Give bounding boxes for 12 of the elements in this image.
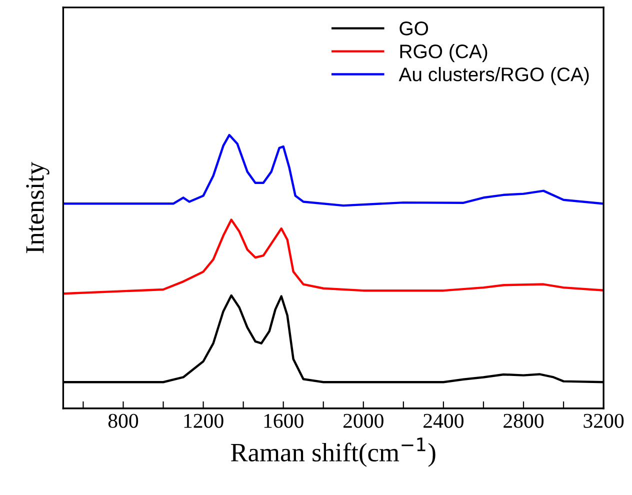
x-axis-title: Raman shift(cm$^{−1}$) (230, 438, 436, 467)
legend-label: GO (400, 22, 428, 36)
y-axis-title: Intensity (26, 162, 50, 254)
x-tick-label: 1200 (184, 414, 224, 428)
x-tick-label: 3200 (584, 414, 624, 428)
legend-label: Au clusters/RGO (CA) (398, 67, 589, 86)
x-tick-label: 2000 (343, 414, 384, 428)
x-tick-label: 1600 (264, 414, 304, 428)
legend-label: RGO (CA) (400, 44, 488, 62)
x-tick-label: 2400 (424, 414, 464, 428)
x-tick-label: 800 (108, 414, 138, 428)
x-tick-label: 2800 (504, 414, 544, 428)
